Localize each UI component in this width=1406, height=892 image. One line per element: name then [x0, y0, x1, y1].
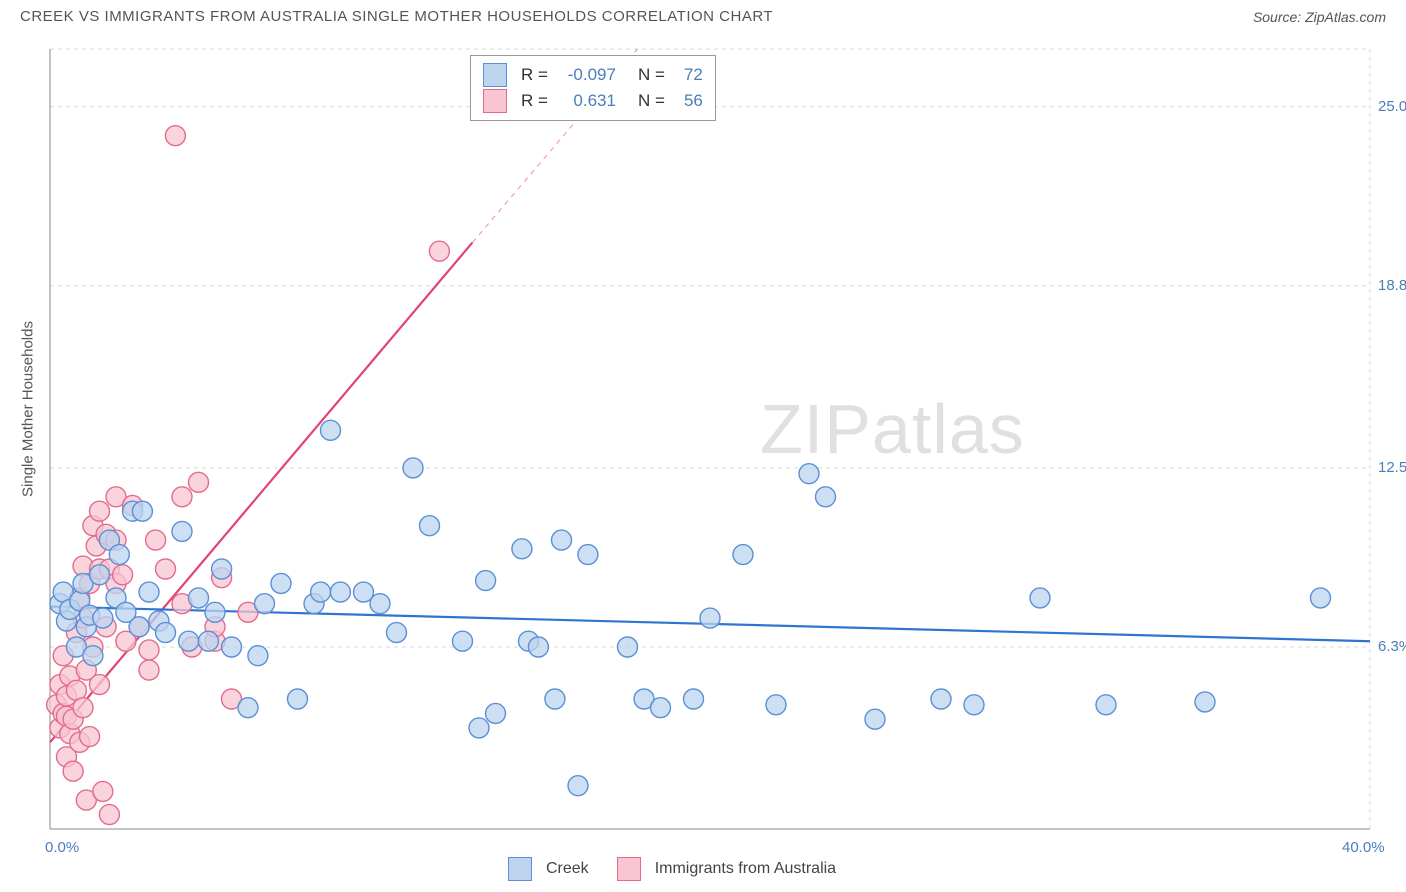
- stats-row: R = 0.631 N = 56: [483, 88, 703, 114]
- x-tick-label: 0.0%: [45, 839, 79, 856]
- stat-r-value: 0.631: [556, 88, 616, 114]
- y-tick-label: 6.3%: [1378, 638, 1406, 655]
- stat-r-label: R =: [521, 88, 548, 114]
- legend-swatch: [483, 63, 507, 87]
- y-tick-label: 18.8%: [1378, 277, 1406, 294]
- stats-legend-box: R = -0.097 N = 72 R = 0.631 N = 56: [470, 55, 716, 121]
- series-legend: Creek Immigrants from Australia: [508, 857, 836, 881]
- y-tick-label: 12.5%: [1378, 459, 1406, 476]
- stat-n-value: 56: [673, 88, 703, 114]
- x-tick-label: 40.0%: [1342, 839, 1385, 856]
- stat-r-label: R =: [521, 62, 548, 88]
- source-label: Source: ZipAtlas.com: [1253, 9, 1386, 25]
- y-tick-label: 25.0%: [1378, 98, 1406, 115]
- legend-swatch: [483, 89, 507, 113]
- chart-title: CREEK VS IMMIGRANTS FROM AUSTRALIA SINGL…: [20, 8, 773, 25]
- legend-label: Creek: [546, 860, 589, 878]
- stat-n-label: N =: [638, 88, 665, 114]
- legend-swatch: [508, 857, 532, 881]
- scatter-plot-svg: [0, 29, 1406, 879]
- stat-r-value: -0.097: [556, 62, 616, 88]
- stats-row: R = -0.097 N = 72: [483, 62, 703, 88]
- chart-area: Single Mother Households ZIPatlas 6.3%12…: [0, 29, 1406, 879]
- stat-n-value: 72: [673, 62, 703, 88]
- legend-item: Immigrants from Australia: [617, 857, 836, 881]
- stat-n-label: N =: [638, 62, 665, 88]
- legend-item: Creek: [508, 857, 589, 881]
- legend-label: Immigrants from Australia: [655, 860, 836, 878]
- legend-swatch: [617, 857, 641, 881]
- y-axis-label: Single Mother Households: [20, 321, 37, 497]
